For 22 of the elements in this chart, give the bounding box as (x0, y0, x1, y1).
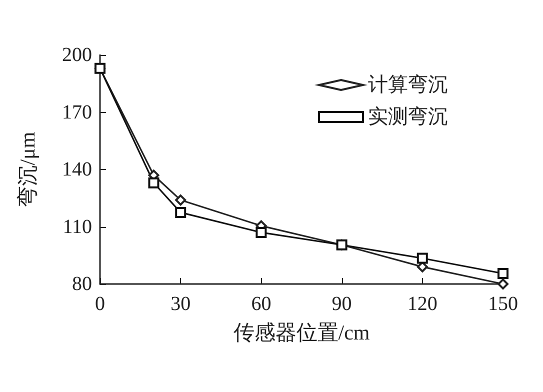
x-tick-label: 30 (170, 293, 191, 315)
point (175, 194, 186, 206)
legend-label: 实测弯沉 (368, 106, 448, 128)
y-tick-label: 110 (62, 216, 92, 238)
y-tick-label: 200 (62, 44, 92, 66)
x-tick-label: 90 (332, 293, 352, 315)
point (416, 252, 428, 264)
y-tick-label: 80 (72, 273, 92, 295)
point (175, 206, 186, 218)
x-tick-label: 0 (95, 293, 105, 315)
y-tick-label: 140 (62, 158, 92, 180)
x-tick-label: 150 (488, 293, 518, 315)
x-tick-label: 120 (407, 293, 438, 315)
point (498, 268, 508, 280)
y-axis-title: 弯沉/μm (16, 132, 40, 208)
point (148, 177, 160, 188)
point (498, 278, 508, 290)
x-axis-title: 传感器位置/cm (233, 320, 370, 344)
legend-label: 计算弯沉 (368, 74, 448, 96)
point (256, 226, 267, 238)
y-tick-label: 170 (62, 101, 92, 124)
x-tick-label: 60 (251, 293, 272, 315)
